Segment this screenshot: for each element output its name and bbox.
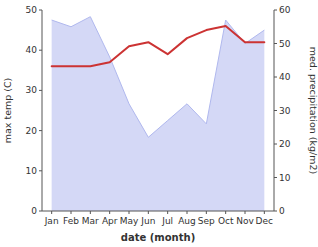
y2-tick [274, 77, 277, 78]
x-tick-label: Aug [178, 216, 196, 226]
y2-tick [274, 177, 277, 178]
y-tick [39, 10, 42, 11]
x-tick [206, 211, 207, 214]
y-tick-label: 30 [26, 85, 38, 95]
y2-tick-label: 10 [279, 173, 291, 183]
y-tick-label: 50 [26, 5, 38, 15]
x-tick-label: Nov [236, 216, 254, 226]
y2-tick-label: 40 [279, 72, 291, 82]
x-axis-line [42, 211, 274, 212]
x-tick [225, 211, 226, 214]
chart: Jan FebMarAprMayJun Jul AugSepOctNovDec 0 10 2… [0, 0, 318, 247]
y2-tick [274, 211, 277, 212]
y-tick-label: 10 [26, 166, 38, 176]
y2-tick-label: 20 [279, 139, 291, 149]
y2-tick [274, 144, 277, 145]
x-tick-label: Jun [140, 216, 155, 226]
y2-tick [274, 10, 277, 11]
x-tick [264, 211, 265, 214]
y-tick-label: 20 [26, 126, 38, 136]
area-edge [52, 17, 265, 138]
y2-tick-label: 0 [279, 206, 285, 216]
x-tick [148, 211, 149, 214]
x-tick [129, 211, 130, 214]
x-tick [187, 211, 188, 214]
line [52, 26, 265, 66]
x-tick-label: May [120, 216, 139, 226]
y2-tick [274, 110, 277, 111]
y-axis-line [42, 10, 43, 211]
x-tick-label: Mar [82, 216, 99, 226]
y2-axis-label: med. precipitation (kg/m2) [308, 47, 318, 174]
y-tick [39, 211, 42, 212]
y2-tick-label: 30 [279, 106, 291, 116]
y-tick [39, 90, 42, 91]
y-tick [39, 50, 42, 51]
y2-tick-label: 60 [279, 5, 291, 15]
y-tick-label: 0 [31, 206, 37, 216]
x-tick-label: Feb [63, 216, 79, 226]
y-tick-label: 40 [26, 45, 38, 55]
x-tick [167, 211, 168, 214]
x-tick-label: Jul [161, 216, 173, 226]
x-axis-label: date (month) [121, 232, 195, 243]
x-tick [245, 211, 246, 214]
y-tick [39, 130, 42, 131]
x-tick-label: Dec [256, 216, 273, 226]
x-tick [109, 211, 110, 214]
x-tick [51, 211, 52, 214]
plot-area [52, 17, 265, 211]
x-tick-label: Jan [44, 216, 59, 226]
x-tick [90, 211, 91, 214]
y-tick [39, 170, 42, 171]
y2-tick-label: 50 [279, 39, 291, 49]
area [52, 17, 265, 211]
y2-tick [274, 43, 277, 44]
x-tick [71, 211, 72, 214]
x-tick-label: Apr [102, 216, 118, 226]
x-tick-label: Sep [198, 216, 215, 226]
x-tick-label: Oct [218, 216, 234, 226]
y-axis-label: max temp (C) [2, 78, 13, 144]
